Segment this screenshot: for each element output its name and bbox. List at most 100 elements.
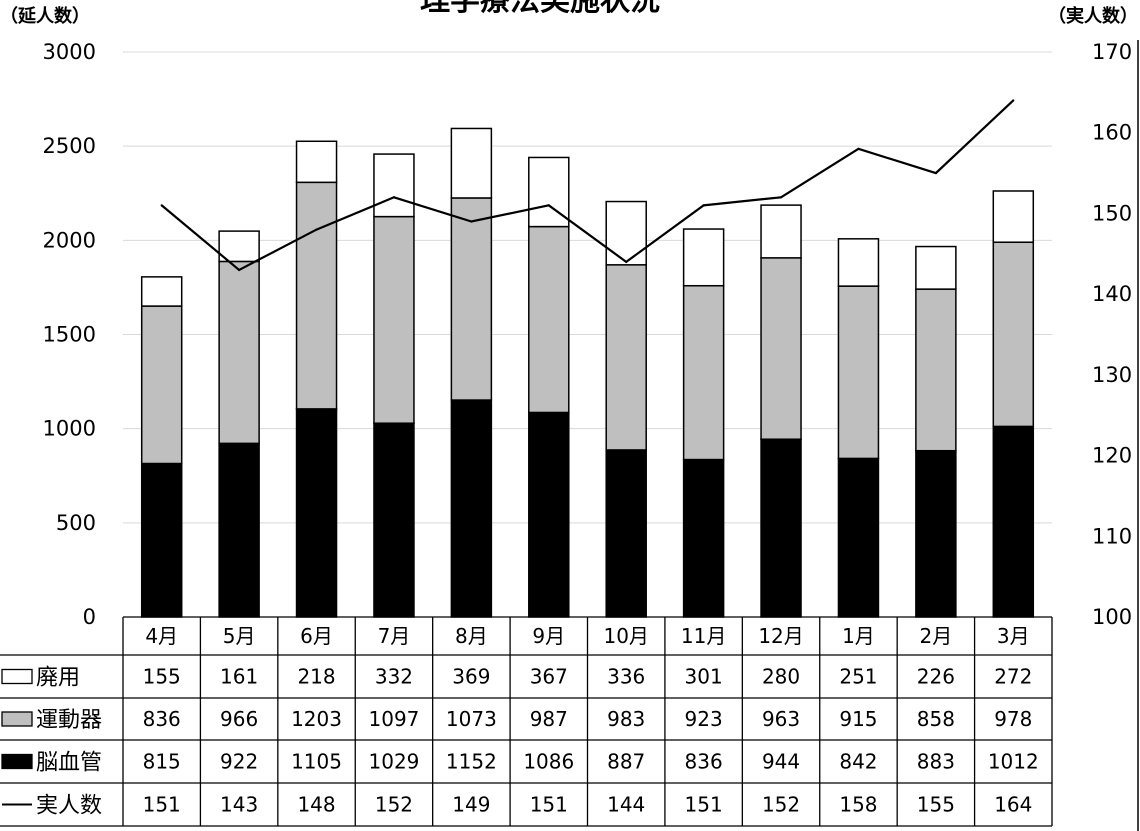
right-tick-label: 160	[1092, 121, 1132, 145]
line-point-10月	[625, 260, 628, 263]
bar-脳血管-4月	[140, 462, 183, 618]
bar-脳血管-3月	[992, 425, 1035, 618]
bar-廃用-7月	[373, 153, 415, 218]
table-cell: 218	[297, 665, 335, 689]
bar-運動器-2月	[915, 288, 957, 452]
table-cell: 944	[762, 750, 800, 774]
line-point-3月	[1012, 99, 1015, 102]
bar-運動器-10月	[605, 264, 647, 451]
table-category-10月: 10月	[603, 624, 648, 648]
table-cell: 836	[143, 707, 181, 731]
bar-脳血管-7月	[373, 422, 415, 618]
bar-運動器-12月	[760, 257, 802, 440]
legend-key-脳血管	[1, 753, 33, 770]
line-point-4月	[160, 204, 163, 207]
table-row-label-廃用: 廃用	[36, 666, 80, 691]
bar-廃用-1月	[837, 238, 880, 287]
bar-脳血管-12月	[760, 438, 802, 618]
table-cell: 978	[994, 707, 1032, 731]
table-cell: 915	[839, 707, 877, 731]
table-cell: 151	[530, 793, 568, 817]
right-tick-label: 110	[1092, 524, 1132, 548]
right-tick-label: 150	[1092, 201, 1132, 225]
table-cell: 152	[375, 793, 413, 817]
table-cell: 858	[917, 707, 955, 731]
bar-脳血管-10月	[605, 449, 647, 618]
table-cell: 842	[839, 750, 877, 774]
line-point-9月	[547, 204, 550, 207]
bar-運動器-9月	[528, 225, 570, 414]
bar-脳血管-9月	[528, 411, 570, 618]
table-category-1月: 1月	[842, 624, 875, 648]
table-cell: 883	[917, 750, 955, 774]
left-tick-label: 500	[56, 511, 96, 535]
bar-運動器-3月	[992, 241, 1035, 428]
left-tick-label: 3000	[43, 40, 96, 64]
table-cell: 143	[220, 793, 258, 817]
left-tick-label: 0	[83, 605, 96, 629]
table-cell: 158	[839, 793, 877, 817]
bar-廃用-3月	[992, 190, 1035, 243]
bar-廃用-12月	[760, 204, 802, 259]
table-category-3月: 3月	[997, 624, 1030, 648]
line-point-12月	[779, 196, 783, 199]
bar-廃用-6月	[295, 140, 338, 184]
right-tick-label: 100	[1092, 605, 1132, 629]
left-tick-label: 1500	[43, 323, 96, 347]
bar-運動器-1月	[837, 285, 880, 460]
bar-運動器-4月	[140, 305, 183, 465]
bars	[140, 127, 1035, 618]
table-cell: 149	[452, 793, 490, 817]
left-tick-label: 1000	[43, 417, 96, 441]
line-point-11月	[702, 204, 705, 207]
bar-廃用-5月	[218, 230, 260, 263]
table-cell: 1097	[369, 707, 420, 731]
table-cell: 144	[607, 793, 645, 817]
bar-運動器-8月	[450, 197, 493, 401]
bar-脳血管-8月	[450, 399, 493, 618]
table-cell: 301	[685, 665, 723, 689]
table-cell: 836	[685, 750, 723, 774]
line-point-2月	[934, 171, 937, 175]
chart-title: 理学療法実施状況	[420, 0, 660, 18]
table-row-label-脳血管: 脳血管	[36, 751, 102, 776]
gridlines	[123, 51, 1052, 524]
table-category-4月: 4月	[145, 624, 178, 648]
table-cell: 1152	[446, 750, 497, 774]
table-cell: 1073	[446, 707, 497, 731]
table-cell: 815	[143, 750, 181, 774]
table-row-label-実人数: 実人数	[36, 794, 102, 819]
bar-廃用-10月	[605, 200, 647, 266]
table-cell: 369	[452, 665, 490, 689]
table-cell: 332	[375, 665, 413, 689]
right-axis-unit: （実人数）	[1048, 5, 1138, 27]
bar-廃用-11月	[682, 228, 725, 287]
bar-運動器-5月	[218, 260, 260, 445]
table-category-6月: 6月	[300, 624, 333, 648]
table-cell: 966	[220, 707, 258, 731]
axes: 0 500 1000 1500 2000 2500 3000 100 110 120 130 140 1…	[43, 40, 1139, 831]
table-cell: 151	[143, 793, 181, 817]
table-category-12月: 12月	[758, 624, 803, 648]
table-category-11月: 11月	[681, 624, 726, 648]
table-cell: 155	[143, 665, 181, 689]
left-tick-label: 2000	[43, 228, 96, 252]
bar-脳血管-11月	[682, 458, 725, 618]
table-cell: 1012	[988, 750, 1039, 774]
bar-脳血管-6月	[295, 408, 338, 618]
bar-廃用-8月	[450, 127, 493, 199]
bar-脳血管-2月	[915, 449, 957, 618]
legend-key-廃用	[1, 668, 33, 685]
table-cell: 151	[685, 793, 723, 817]
right-tick-label: 130	[1092, 363, 1132, 387]
table-cell: 963	[762, 707, 800, 731]
table-row-label-運動器: 運動器	[36, 708, 102, 733]
left-tick-label: 2500	[43, 134, 96, 158]
table-cell: 987	[530, 707, 568, 731]
table-cell: 148	[297, 793, 335, 817]
bar-廃用-4月	[140, 276, 183, 307]
bar-運動器-7月	[373, 215, 415, 424]
right-tick-label: 170	[1092, 40, 1132, 64]
